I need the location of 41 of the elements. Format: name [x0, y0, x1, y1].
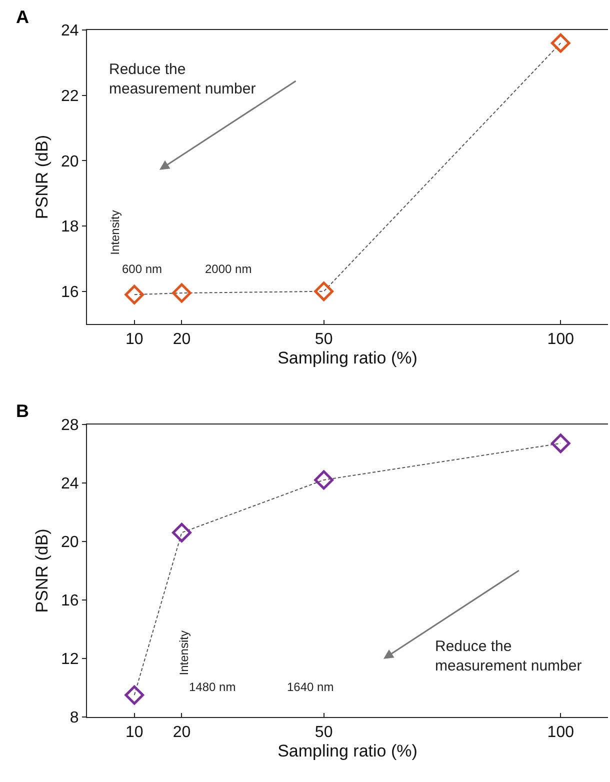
y-tick-label: 8 [70, 710, 79, 727]
y-tick-label: 16 [61, 284, 79, 301]
y-tick-label: 18 [61, 218, 79, 236]
annotation: 2000 nm [205, 262, 252, 276]
x-tick-label: 20 [172, 724, 191, 742]
annotation: 1480 nm [189, 680, 236, 694]
x-tick-label: 10 [125, 724, 144, 742]
x-tick-label: 100 [547, 724, 574, 742]
x-tick-label: 10 [125, 331, 144, 348]
y-tick-label: 22 [61, 88, 79, 105]
annotation: Reduce the measurement number [435, 638, 582, 674]
y-tick-label: 16 [61, 592, 79, 610]
annotation: Intensity [108, 210, 122, 255]
annotation: 1640 nm [287, 680, 334, 694]
annotation: Reduce the measurement number [109, 61, 256, 98]
x-axis-title: Sampling ratio (%) [278, 348, 418, 368]
x-tick-label: 50 [314, 331, 333, 348]
x-tick-label: 50 [314, 724, 333, 742]
point [314, 470, 334, 490]
y-axis-title: PSNR (dB) [32, 528, 52, 613]
chart-title: B [16, 401, 29, 421]
y-tick-label: 12 [61, 651, 79, 668]
x-axis-title: Sampling ratio (%) [278, 742, 418, 761]
y-tick-label: 20 [61, 153, 79, 170]
x-tick-label: 20 [172, 331, 191, 348]
point [124, 685, 144, 705]
point [550, 33, 570, 53]
y-tick-label: 24 [61, 475, 79, 492]
point [314, 282, 334, 302]
annotation: Intensity [177, 630, 191, 676]
y-tick-label: 20 [61, 534, 79, 551]
y-tick-label: 24 [61, 22, 79, 40]
x-tick-label: 100 [547, 331, 574, 348]
y-tick-label: 28 [61, 416, 79, 434]
annotation: 600 nm [122, 262, 162, 276]
point [172, 283, 192, 303]
point [172, 522, 192, 542]
point [124, 284, 144, 304]
chart-title: A [16, 7, 29, 27]
y-axis-title: PSNR (dB) [32, 134, 52, 220]
point [550, 434, 570, 454]
